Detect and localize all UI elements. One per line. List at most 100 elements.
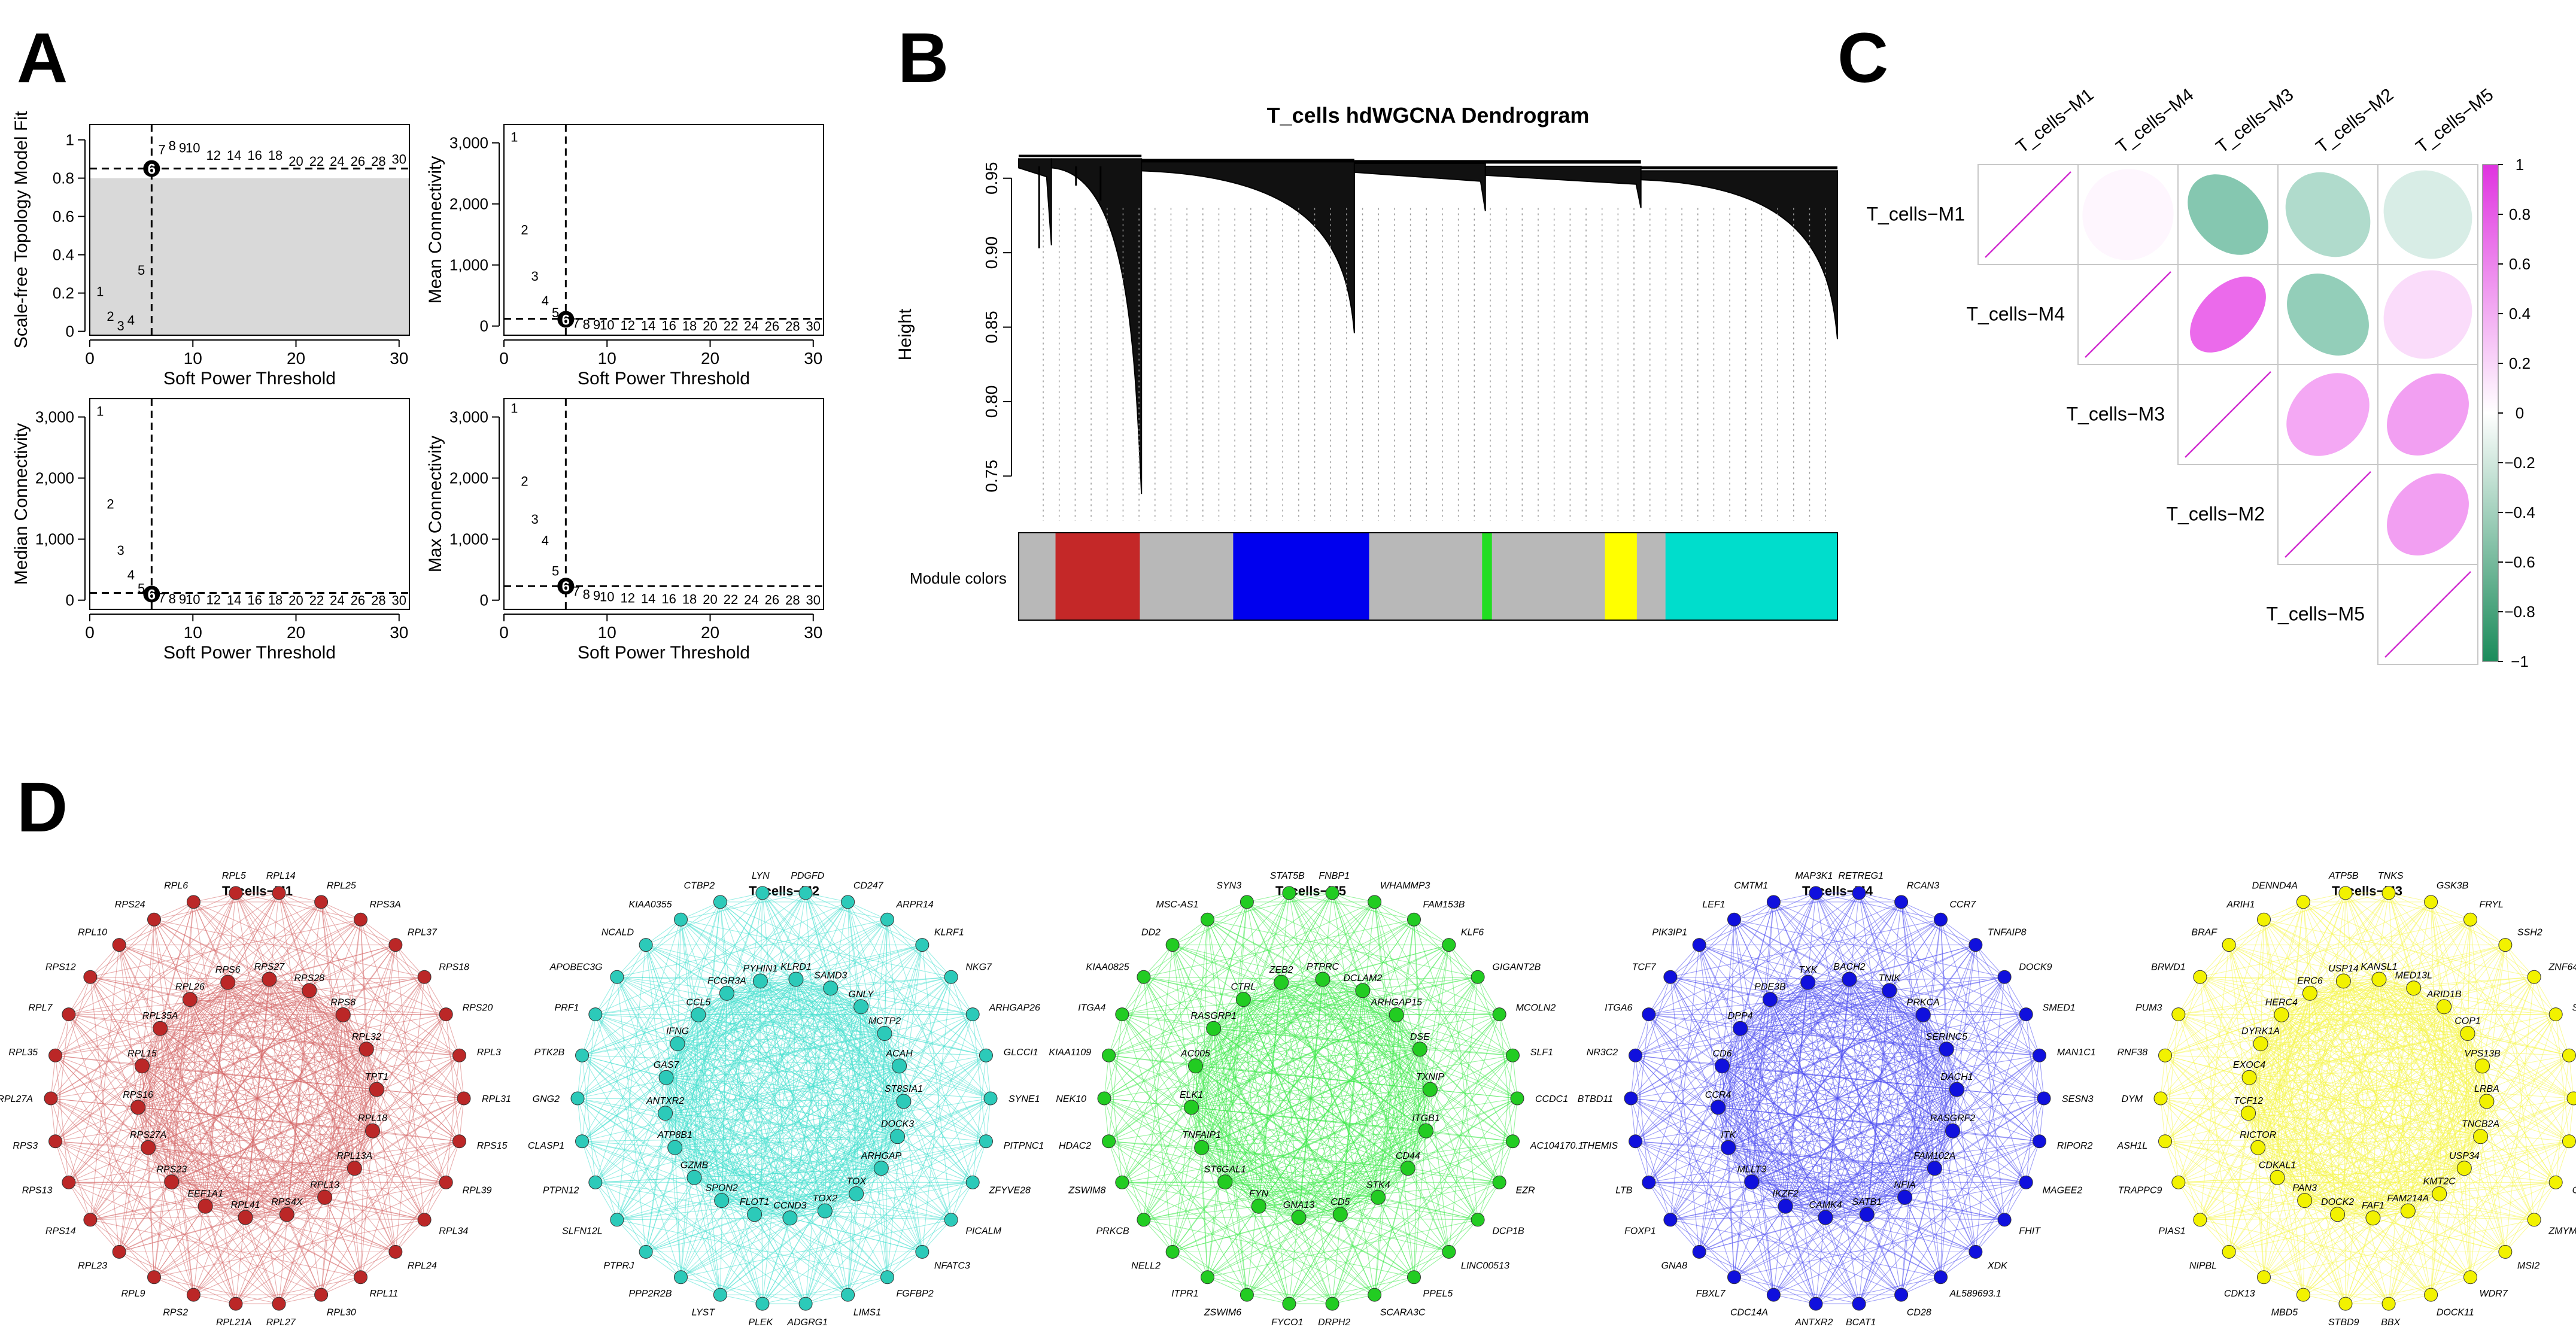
network-edge xyxy=(1815,976,2005,1304)
network-edge xyxy=(2388,988,2414,1304)
network-edge xyxy=(321,1055,460,1295)
gene-label: ZEB2 xyxy=(1269,965,1293,975)
gene-node xyxy=(1969,1244,1983,1259)
network-edge xyxy=(645,945,885,1034)
network-edge xyxy=(278,1098,464,1304)
gene-label: PPEL5 xyxy=(1423,1289,1453,1299)
network-edge xyxy=(2277,1177,2374,1219)
network-edge xyxy=(1670,1147,1729,1220)
network-edge xyxy=(720,1294,763,1304)
gene-label: FHIT xyxy=(2019,1226,2041,1236)
network-edge xyxy=(2178,1182,2201,1220)
gene-label: FCGR3A xyxy=(707,976,746,986)
network-edge xyxy=(972,1014,986,1056)
selected-power-marker xyxy=(143,160,160,177)
network-edge xyxy=(616,976,986,1056)
colorbar-tick-label: −0.8 xyxy=(2504,603,2535,621)
network-edge xyxy=(2264,919,2569,1142)
network-edge xyxy=(2388,1101,2487,1304)
gene-label: MSC-AS1 xyxy=(1156,900,1198,910)
network-edge xyxy=(2345,1141,2569,1304)
network-edge xyxy=(1172,1251,1208,1278)
network-edge xyxy=(2228,993,2310,1252)
network-edge xyxy=(1901,919,1942,1295)
gene-node xyxy=(1102,1134,1116,1149)
network-edge xyxy=(1225,1182,1478,1220)
network-edge xyxy=(1670,976,1935,1169)
selected-power-marker xyxy=(143,585,160,603)
network-edge xyxy=(55,1089,377,1142)
gene-node xyxy=(1371,1189,1386,1205)
network-edge xyxy=(665,901,721,1113)
gene-node xyxy=(2257,1270,2271,1285)
network-edge xyxy=(1448,977,1478,1252)
power-label: 16 xyxy=(661,318,676,333)
gene-label: ATP8B1 xyxy=(657,1130,692,1140)
power-label: 8 xyxy=(169,138,176,153)
gene-node xyxy=(691,1007,706,1022)
gene-node xyxy=(747,1207,763,1222)
x-tick-label: 30 xyxy=(804,623,822,642)
network-edge xyxy=(582,1141,806,1304)
gene-node xyxy=(1187,1058,1203,1074)
network-edge xyxy=(2263,901,2304,1277)
gene-label: PITPNC1 xyxy=(1004,1141,1044,1151)
network-edge xyxy=(50,990,310,1099)
correlation-ellipse xyxy=(2383,170,2472,259)
network-edge xyxy=(2480,1136,2506,1252)
gene-node xyxy=(1407,912,1421,927)
network-edge xyxy=(675,1136,898,1148)
gene-node xyxy=(354,912,367,927)
power-label: 8 xyxy=(169,591,176,606)
network-edge xyxy=(1889,990,2005,1220)
network-edge xyxy=(1858,892,1976,1252)
network-edge xyxy=(193,901,326,1198)
network-edge xyxy=(2304,1006,2445,1201)
gene-node xyxy=(979,1134,993,1149)
network-edge xyxy=(887,1251,923,1278)
network-edge xyxy=(286,1014,446,1215)
gene-label: DOCK11 xyxy=(2437,1308,2474,1318)
network-edge xyxy=(278,892,396,1252)
network-edge xyxy=(1213,1028,1379,1198)
network-edge xyxy=(2178,988,2414,1015)
network-edge xyxy=(1289,892,1397,1015)
correlation-ellipse xyxy=(2387,374,2469,456)
power-label: 9 xyxy=(593,588,600,603)
gene-node xyxy=(1505,1048,1520,1062)
network-edge xyxy=(1247,1294,1290,1304)
network-edge xyxy=(1648,1182,1901,1295)
gene-label: CD247 xyxy=(853,880,884,891)
network-edge xyxy=(2343,901,2431,982)
plot-frame xyxy=(503,398,824,610)
network-edge xyxy=(2165,1077,2250,1142)
network-edge xyxy=(321,919,362,1295)
network-edge xyxy=(2431,901,2471,920)
gene-label: STK4 xyxy=(1366,1180,1390,1190)
network-edge xyxy=(1849,979,2027,1015)
network-edge xyxy=(698,892,763,1015)
network-edge xyxy=(2200,976,2483,1067)
network-edge xyxy=(616,1006,861,1220)
x-tick-label: 30 xyxy=(390,623,408,642)
gene-node xyxy=(1692,938,1706,952)
network-edge xyxy=(50,1098,56,1141)
gene-label: FYCO1 xyxy=(1271,1317,1303,1328)
network-edge xyxy=(727,992,986,1142)
gene-node xyxy=(1997,970,2012,984)
power-label: 28 xyxy=(785,318,800,333)
network-edge xyxy=(645,945,882,1169)
network-edge xyxy=(1172,982,1282,1252)
network-edge xyxy=(2431,1055,2569,1295)
network-edge xyxy=(321,1168,355,1295)
network-edge xyxy=(55,1014,344,1056)
y-tick-label: 0.85 xyxy=(982,311,1001,344)
correlation-ellipse xyxy=(2285,172,2371,257)
network-edge xyxy=(193,1197,325,1295)
network-edge xyxy=(2281,1014,2440,1194)
network-edge xyxy=(2264,1217,2374,1278)
network-edge xyxy=(577,1098,618,1220)
power-label: 24 xyxy=(330,154,344,169)
network-edge xyxy=(2431,901,2445,1007)
network-edge xyxy=(1648,901,1902,1183)
